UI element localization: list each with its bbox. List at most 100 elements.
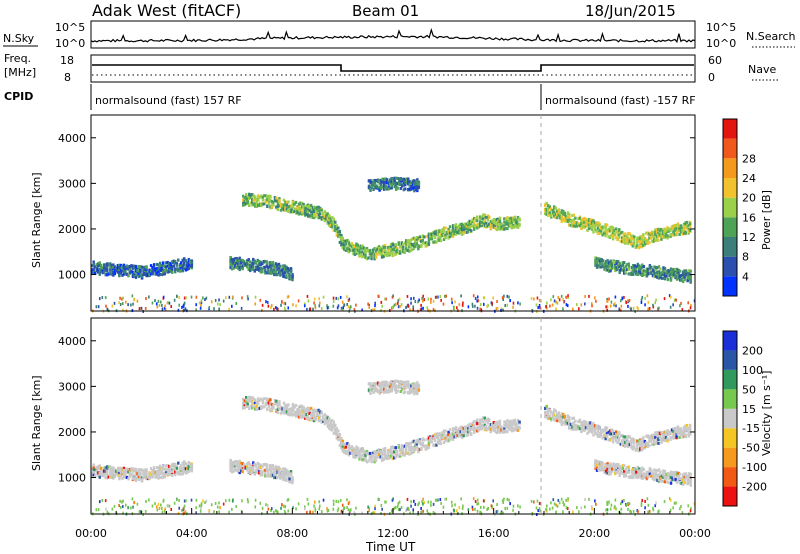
velocity-cell xyxy=(172,462,175,466)
power-cell xyxy=(235,301,238,305)
power-cell xyxy=(471,304,474,308)
power-cell xyxy=(332,304,335,308)
power-cell xyxy=(365,257,369,261)
power-cell xyxy=(347,247,351,251)
velocity-cell xyxy=(442,429,446,433)
power-cell xyxy=(677,276,680,280)
power-cell xyxy=(158,269,162,273)
power-cell xyxy=(326,216,329,220)
power-cell xyxy=(373,183,377,187)
velocity-cell xyxy=(372,382,375,386)
power-cell xyxy=(243,203,246,207)
power-cell xyxy=(636,238,639,242)
velocity-cell xyxy=(186,464,189,468)
velocity-cell xyxy=(186,466,189,470)
power-cell xyxy=(245,197,248,201)
power-cell xyxy=(380,255,384,259)
power-cell xyxy=(620,268,623,272)
velocity-cell xyxy=(409,447,413,451)
power-cell xyxy=(106,273,109,277)
power-cell xyxy=(413,186,416,190)
velocity-cell xyxy=(417,385,421,389)
velocity-cell xyxy=(134,478,138,482)
power-cell xyxy=(496,300,498,304)
power-cell xyxy=(492,296,495,300)
velocity-cell xyxy=(149,475,153,479)
velocity-cell xyxy=(328,424,331,428)
power-cell xyxy=(364,247,367,251)
power-cell xyxy=(498,227,502,231)
power-cell xyxy=(515,219,518,223)
power-cell xyxy=(454,300,456,304)
power-cell xyxy=(460,232,464,236)
velocity-cell xyxy=(242,401,245,405)
velocity-cell xyxy=(101,469,104,473)
power-cell xyxy=(183,262,186,266)
power-cell xyxy=(671,268,674,272)
power-cell xyxy=(673,228,677,232)
velocity-cell xyxy=(128,469,132,473)
power-cell xyxy=(238,259,241,263)
power-cell xyxy=(396,246,399,250)
velocity-cell xyxy=(393,387,396,391)
power-cell xyxy=(663,274,667,278)
power-cell xyxy=(251,193,254,197)
power-cell xyxy=(270,271,273,275)
power-cell xyxy=(555,307,557,311)
power-cell xyxy=(473,216,476,220)
velocity-cell xyxy=(489,427,493,431)
velocity-cell xyxy=(311,408,314,412)
velocity-cell xyxy=(275,408,278,412)
power-cell xyxy=(250,266,253,270)
velocity-cell xyxy=(412,439,416,443)
power-cell xyxy=(642,244,645,248)
power-cell xyxy=(636,273,640,277)
velocity-cell xyxy=(515,426,518,430)
power-cell xyxy=(608,229,612,233)
power-cell xyxy=(259,298,262,302)
power-cell xyxy=(426,243,429,247)
power-cell xyxy=(417,247,420,251)
power-cell xyxy=(666,234,669,238)
power-cell xyxy=(688,222,692,226)
power-cell xyxy=(445,230,449,234)
velocity-cell xyxy=(254,405,257,409)
velocity-cell xyxy=(465,425,468,429)
velocity-cell xyxy=(256,470,259,474)
velocity-cell xyxy=(300,408,304,412)
power-cell xyxy=(411,243,414,247)
power-cell xyxy=(627,241,630,245)
velocity-cell xyxy=(145,477,148,481)
velocity-cell xyxy=(369,388,372,392)
cpid-segment-2: normalsound (fast) -157 RF xyxy=(545,94,696,107)
power-cell xyxy=(119,268,123,272)
velocity-cell xyxy=(326,419,329,423)
velocity-cell xyxy=(166,467,169,471)
power-cell xyxy=(633,264,636,268)
power-cell xyxy=(684,230,687,234)
velocity-cell xyxy=(432,443,435,447)
velocity-cell xyxy=(426,446,429,450)
power-cell xyxy=(148,270,151,274)
power-cell xyxy=(204,298,206,302)
power-cell xyxy=(414,239,417,243)
freq-tick-bottom: 8 xyxy=(64,71,71,84)
power-cell xyxy=(635,269,638,273)
velocity-cell xyxy=(369,382,372,386)
velocity-cell xyxy=(160,471,163,475)
velocity-cell xyxy=(265,467,269,471)
power-cell xyxy=(274,262,278,266)
power-cell xyxy=(139,268,142,272)
velocity-cell xyxy=(125,468,129,472)
power-cell xyxy=(510,221,514,225)
power-cell xyxy=(106,265,109,269)
power-cell xyxy=(418,236,422,240)
power-cell xyxy=(368,304,371,308)
velocity-cell xyxy=(436,441,440,445)
power-cell xyxy=(599,226,603,230)
power-cell xyxy=(148,295,150,299)
power-cell xyxy=(624,241,627,245)
power-cell xyxy=(391,178,395,182)
velocity-cell xyxy=(355,445,358,449)
